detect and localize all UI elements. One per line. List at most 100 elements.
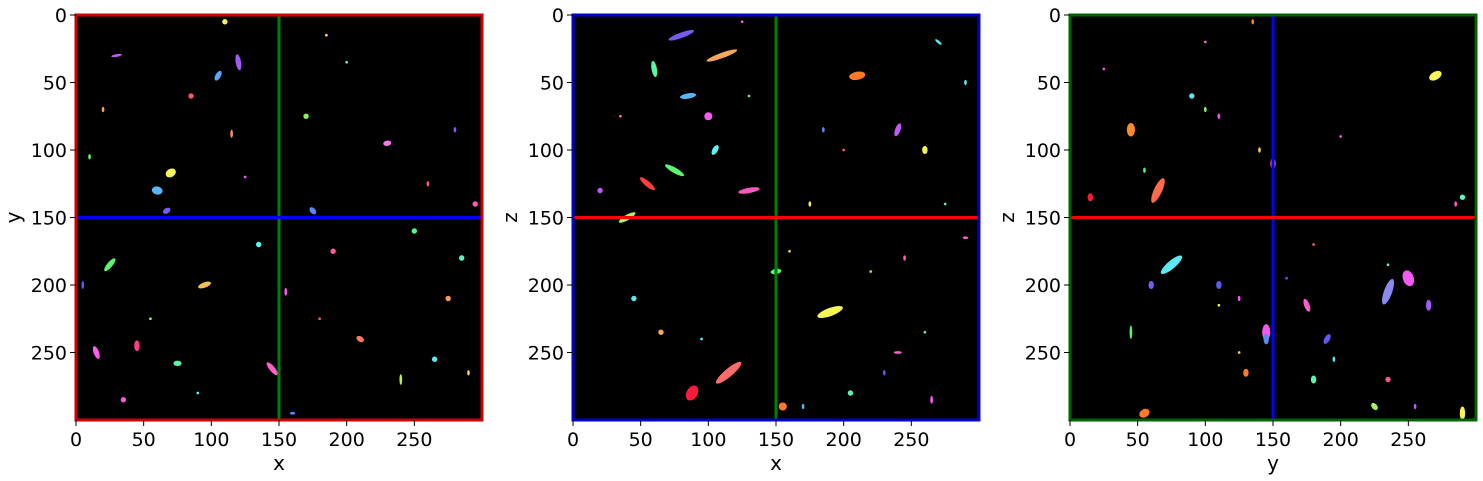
segment-blob [255, 241, 262, 248]
segment-blob [1237, 351, 1241, 354]
segment-blob [1382, 278, 1395, 305]
segment-blob [658, 329, 664, 335]
segment-blob [149, 317, 152, 321]
segment-blob [426, 181, 430, 187]
segment-blob [309, 207, 317, 215]
segment-blob [120, 397, 127, 403]
segment-blob [1263, 333, 1269, 345]
segment-blob [1237, 295, 1241, 302]
segment-blob [330, 248, 336, 254]
segment-blob [445, 295, 451, 302]
y-tick-label: 50 [540, 73, 564, 95]
y-tick-label: 150 [31, 208, 67, 230]
x-tick-label: 0 [567, 429, 579, 451]
segment-blob [345, 60, 349, 64]
segment-blob [356, 335, 364, 343]
segment-blob [893, 351, 902, 354]
x-axis-label: x [770, 451, 782, 475]
x-tick-label: 150 [758, 429, 794, 451]
segment-blob [453, 127, 457, 133]
segment-blob [1243, 368, 1249, 377]
segment-blob [235, 54, 242, 71]
y-axis-label: y [1, 211, 25, 223]
segment-blob [1385, 376, 1391, 383]
segment-blob [1189, 93, 1195, 99]
segment-blob [222, 19, 228, 25]
segment-blob [930, 395, 933, 404]
panel-1: 0 50 100 150 200 250 0 50 100 150 200 250 x y [1, 5, 484, 475]
y-tick-label: 200 [528, 275, 564, 297]
segment-blob [92, 346, 100, 359]
segment-blob [903, 255, 906, 261]
segment-blob [399, 374, 403, 385]
segment-blob [801, 403, 805, 410]
segment-blob [1148, 280, 1154, 290]
segment-blob [1102, 67, 1106, 71]
segment-blob [1160, 255, 1183, 274]
segment-blob [747, 94, 751, 98]
segment-blob [923, 330, 927, 334]
segment-blobs [81, 19, 478, 415]
segment-blob [935, 39, 942, 45]
segment-blob [894, 123, 902, 137]
x-tick-label: 50 [629, 429, 653, 451]
x-tick-label: 250 [1390, 429, 1426, 451]
segment-blob [325, 33, 328, 37]
segment-blob [196, 391, 200, 395]
segment-blob [134, 340, 140, 352]
segment-blob [165, 168, 176, 178]
segment-blob [1303, 298, 1311, 312]
segment-blob [104, 258, 116, 272]
x-tick-label: 0 [1064, 429, 1076, 451]
segment-blob [284, 287, 288, 296]
y-tick-label: 200 [1025, 275, 1061, 297]
segment-blob [1203, 106, 1207, 113]
segment-blob [188, 93, 194, 99]
segment-blob [1126, 122, 1135, 137]
x-tick-label: 150 [261, 429, 297, 451]
x-tick-label: 250 [396, 429, 432, 451]
segment-blob [1459, 194, 1466, 200]
x-axis-label: x [273, 451, 285, 475]
segment-blob [631, 295, 637, 302]
segment-blob [639, 177, 655, 191]
y-tick-label: 0 [552, 5, 564, 27]
segment-blob [1454, 201, 1458, 207]
segment-blob [715, 361, 742, 384]
panel-3: 0 50 100 150 200 250 0 50 100 150 200 250 y z [995, 5, 1478, 475]
x-tick-label: 200 [329, 429, 365, 451]
y-tick-label: 0 [55, 5, 67, 27]
y-tick-label: 50 [1037, 73, 1061, 95]
segment-blob [665, 164, 684, 177]
x-tick-label: 50 [1126, 429, 1150, 451]
segment-blob [1371, 402, 1378, 411]
segment-blob [738, 187, 760, 194]
segment-blob [1258, 147, 1261, 153]
y-tick-label: 100 [528, 140, 564, 162]
segment-blob [817, 306, 843, 318]
x-tick-label: 100 [1187, 429, 1223, 451]
x-tick-label: 250 [893, 429, 929, 451]
segment-blob [81, 280, 85, 290]
segment-blob [847, 390, 854, 396]
segment-blob [1425, 299, 1432, 311]
x-tick-label: 50 [132, 429, 156, 451]
segment-blob [1386, 263, 1390, 267]
segment-blob [1310, 375, 1317, 384]
segment-blob [1216, 280, 1222, 290]
segment-blob [1402, 270, 1415, 287]
segment-blob [964, 79, 967, 86]
segment-blob [1203, 40, 1207, 44]
segment-blob [303, 113, 309, 119]
segment-blob [597, 187, 603, 194]
segment-blob [1323, 334, 1331, 344]
y-tick-label: 250 [1025, 343, 1061, 365]
segment-blob [808, 201, 812, 207]
segment-blob [1087, 193, 1094, 202]
segment-blob [214, 70, 222, 81]
segment-blob [619, 114, 622, 118]
segment-blob [1251, 19, 1255, 25]
segment-blob [411, 228, 418, 234]
segment-blob [962, 236, 969, 240]
